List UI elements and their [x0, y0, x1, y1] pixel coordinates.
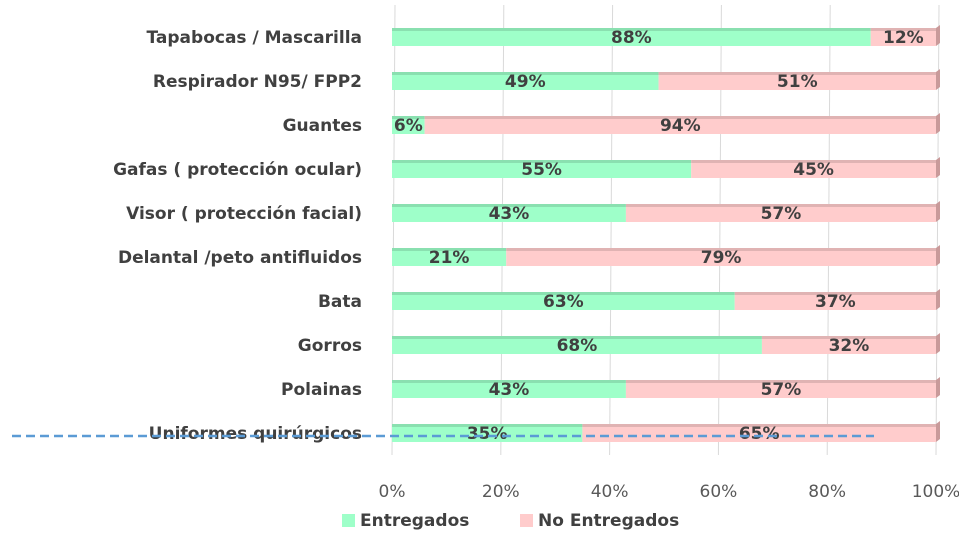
category-label: Gafas ( protección ocular) — [113, 160, 362, 180]
bar-segment — [392, 28, 871, 46]
data-label: 51% — [777, 72, 818, 92]
data-label: 6% — [394, 116, 423, 136]
bar-segment — [392, 248, 507, 266]
legend-label: Entregados — [360, 511, 469, 531]
data-label: 35% — [467, 424, 508, 444]
data-label: 43% — [489, 380, 530, 400]
bar-segment-edge — [582, 424, 936, 427]
bar-segment-edge — [392, 292, 735, 295]
category-label: Delantal /peto antifluidos — [118, 248, 362, 268]
bar-end — [936, 289, 940, 310]
data-label: 57% — [761, 204, 802, 224]
bar-end — [936, 157, 940, 178]
bar-end — [936, 421, 940, 442]
x-tick-label: 60% — [700, 482, 738, 502]
data-label: 55% — [521, 160, 562, 180]
data-label: 12% — [883, 28, 924, 48]
x-tick-label: 40% — [591, 482, 629, 502]
data-label: 63% — [543, 292, 584, 312]
x-tick-label: 80% — [808, 482, 846, 502]
category-label: Uniformes quirúrgicos — [149, 424, 362, 444]
x-tick-label: 20% — [482, 482, 520, 502]
bar-segment-edge — [392, 336, 762, 339]
bar-segment — [506, 248, 936, 266]
bar-end — [936, 69, 940, 90]
category-label: Visor ( protección facial) — [126, 204, 362, 224]
bar-segment — [761, 336, 936, 354]
bar-end — [936, 25, 940, 46]
data-label: 57% — [761, 380, 802, 400]
legend-label: No Entregados — [538, 511, 679, 531]
category-label: Bata — [318, 292, 362, 312]
bar-segment-edge — [658, 72, 936, 75]
bar-segment — [625, 380, 936, 398]
data-label: 37% — [815, 292, 856, 312]
bar-segment-edge — [392, 72, 659, 75]
data-label: 88% — [611, 28, 652, 48]
bar-end — [936, 201, 940, 222]
bar-end — [936, 113, 940, 134]
bar-segment-edge — [506, 248, 936, 251]
bar-end — [936, 377, 940, 398]
data-label: 94% — [660, 116, 701, 136]
bar-segment-edge — [392, 248, 507, 251]
bar-segment — [392, 72, 659, 90]
bar-end — [936, 245, 940, 266]
bar-segment-edge — [625, 380, 936, 383]
bar-segment-edge — [761, 336, 936, 339]
bar-segment-edge — [392, 160, 692, 163]
category-label: Tapabocas / Mascarilla — [147, 28, 362, 48]
bar-segment — [392, 380, 626, 398]
bar-segment-edge — [392, 116, 425, 119]
bar-segment — [691, 160, 936, 178]
legend-swatch — [342, 514, 355, 527]
legend-swatch — [520, 514, 533, 527]
bar-segment-edge — [392, 204, 626, 207]
data-label: 21% — [429, 248, 470, 268]
bar-segment-edge — [691, 160, 936, 163]
category-label: Guantes — [283, 116, 362, 136]
data-label: 43% — [489, 204, 530, 224]
data-label: 65% — [739, 424, 780, 444]
x-tick-label: 100% — [912, 482, 959, 502]
bar-segment — [424, 116, 936, 134]
bar-end — [936, 333, 940, 354]
bar-segment-edge — [392, 28, 871, 31]
data-label: 32% — [829, 336, 870, 356]
bar-segment — [582, 424, 936, 442]
bar-segment-edge — [734, 292, 936, 295]
x-tick-label: 0% — [379, 482, 406, 502]
bar-segment — [392, 292, 735, 310]
bar-segment — [392, 204, 626, 222]
data-label: 49% — [505, 72, 546, 92]
data-label: 45% — [793, 160, 834, 180]
bar-segment — [625, 204, 936, 222]
bar-segment — [392, 116, 425, 134]
category-label: Gorros — [298, 336, 362, 356]
bar-segment-edge — [392, 380, 626, 383]
bar-segment — [392, 424, 583, 442]
bar-segment — [870, 28, 936, 46]
bar-segment — [392, 336, 762, 354]
bar-segment-edge — [625, 204, 936, 207]
bar-segment — [734, 292, 936, 310]
bar-segment-edge — [392, 424, 583, 427]
data-label: 79% — [701, 248, 742, 268]
bar-segment-edge — [424, 116, 936, 119]
bar-segment — [658, 72, 936, 90]
bar-segment-edge — [870, 28, 936, 31]
category-label: Polainas — [281, 380, 362, 400]
category-label: Respirador N95/ FPP2 — [153, 72, 362, 92]
bar-segment — [392, 160, 692, 178]
data-label: 68% — [557, 336, 598, 356]
